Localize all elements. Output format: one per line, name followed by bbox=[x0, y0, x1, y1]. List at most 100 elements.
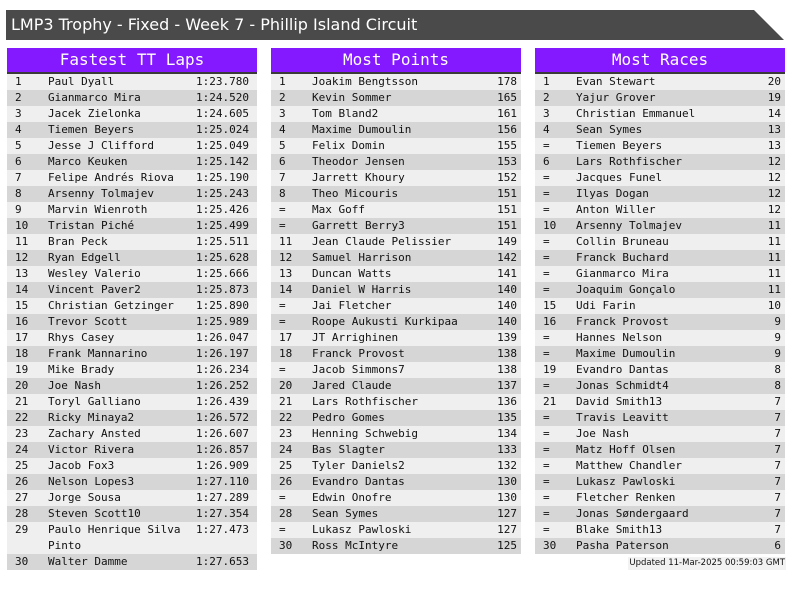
name-cell: Daniel W Harris bbox=[312, 283, 412, 296]
value-cell: 139 bbox=[497, 331, 517, 344]
value-cell: 12 bbox=[767, 203, 781, 216]
rank-cell: 24 bbox=[15, 443, 29, 456]
name-cell: Gianmarco Mira bbox=[48, 91, 141, 104]
value-cell: 140 bbox=[497, 283, 517, 296]
rank-cell: = bbox=[543, 267, 550, 280]
name-cell: Joe Nash bbox=[48, 379, 101, 392]
rank-cell: 17 bbox=[15, 331, 29, 344]
table-row: 15 Christian Getzinger 1:25.890 bbox=[7, 298, 257, 314]
value-cell: 11 bbox=[767, 251, 781, 264]
table-row: = Collin Bruneau 11 bbox=[535, 234, 785, 250]
rank-cell: 11 bbox=[15, 235, 29, 248]
value-cell: 142 bbox=[497, 251, 517, 264]
rank-cell: = bbox=[543, 171, 550, 184]
value-cell: 1:26.047 bbox=[196, 331, 249, 344]
table-row: 16 Franck Provost 9 bbox=[535, 314, 785, 330]
panel-title: Most Races bbox=[535, 48, 785, 74]
value-cell: 140 bbox=[497, 315, 517, 328]
table-row: 2 Yajur Grover 19 bbox=[535, 90, 785, 106]
name-cell: Wesley Valerio bbox=[48, 267, 141, 280]
most-races-panel: Most Races 1 Evan Stewart 20 2 Yajur Grover 1… bbox=[535, 48, 785, 554]
table-row: = Gianmarco Mira 11 bbox=[535, 266, 785, 282]
rank-cell: 28 bbox=[279, 507, 293, 520]
value-cell: 1:26.607 bbox=[196, 427, 249, 440]
name-cell: Bran Peck bbox=[48, 235, 108, 248]
name-cell: Joaquim Gonçalo bbox=[576, 283, 676, 296]
value-cell: 9 bbox=[774, 331, 781, 344]
rank-cell: 15 bbox=[543, 299, 557, 312]
table-row: = Franck Buchard 11 bbox=[535, 250, 785, 266]
value-cell: 1:23.780 bbox=[196, 75, 249, 88]
value-cell: 140 bbox=[497, 299, 517, 312]
rank-cell: 20 bbox=[279, 379, 293, 392]
value-cell: 1:26.857 bbox=[196, 443, 249, 456]
value-cell: 19 bbox=[767, 91, 781, 104]
name-cell: Matz Hoff Olsen bbox=[576, 443, 676, 456]
table-row: 21 Lars Rothfischer 136 bbox=[271, 394, 521, 410]
name-cell: Frank Mannarino bbox=[48, 347, 148, 360]
name-cell: Vincent Paver2 bbox=[48, 283, 141, 296]
value-cell: 151 bbox=[497, 187, 517, 200]
name-cell: Collin Bruneau bbox=[576, 235, 669, 248]
rank-cell: = bbox=[543, 187, 550, 200]
value-cell: 12 bbox=[767, 155, 781, 168]
value-cell: 1:26.197 bbox=[196, 347, 249, 360]
name-cell: Sean Symes bbox=[576, 123, 643, 136]
name-cell: Samuel Harrison bbox=[312, 251, 412, 264]
table-row: 12 Ryan Edgell 1:25.628 bbox=[7, 250, 257, 266]
table-row: 2 Gianmarco Mira 1:24.520 bbox=[7, 90, 257, 106]
table-row: 5 Felix Domin 155 bbox=[271, 138, 521, 154]
value-cell: 136 bbox=[497, 395, 517, 408]
rank-cell: 27 bbox=[15, 491, 29, 504]
value-cell: 13 bbox=[767, 139, 781, 152]
panel-title: Most Points bbox=[271, 48, 521, 74]
name-cell: Tristan Piché bbox=[48, 219, 135, 232]
name-cell: Jarrett Khoury bbox=[312, 171, 405, 184]
value-cell: 1:26.439 bbox=[196, 395, 249, 408]
value-cell: 1:25.024 bbox=[196, 123, 249, 136]
rank-cell: 28 bbox=[15, 507, 29, 520]
value-cell: 11 bbox=[767, 283, 781, 296]
value-cell: 1:26.234 bbox=[196, 363, 249, 376]
value-cell: 1:25.499 bbox=[196, 219, 249, 232]
rank-cell: = bbox=[543, 347, 550, 360]
rank-cell: = bbox=[279, 523, 286, 536]
table-row: = Jonas Søndergaard 7 bbox=[535, 506, 785, 522]
table-row: 6 Lars Rothfischer 12 bbox=[535, 154, 785, 170]
value-cell: 1:25.666 bbox=[196, 267, 249, 280]
rank-cell: 16 bbox=[15, 315, 29, 328]
rank-cell: 24 bbox=[279, 443, 293, 456]
name-cell: Nelson Lopes3 bbox=[48, 475, 135, 488]
value-cell: 7 bbox=[774, 459, 781, 472]
rank-cell: 15 bbox=[15, 299, 29, 312]
value-cell: 12 bbox=[767, 187, 781, 200]
table-row: 20 Jared Claude 137 bbox=[271, 378, 521, 394]
rank-cell: 11 bbox=[279, 235, 293, 248]
rank-cell: 23 bbox=[15, 427, 29, 440]
rank-cell: = bbox=[543, 443, 550, 456]
rank-cell: 5 bbox=[15, 139, 22, 152]
rank-cell: 1 bbox=[279, 75, 286, 88]
value-cell: 7 bbox=[774, 411, 781, 424]
value-cell: 125 bbox=[497, 539, 517, 552]
name-cell: Roope Aukusti Kurkipaa bbox=[312, 315, 458, 328]
value-cell: 1:25.426 bbox=[196, 203, 249, 216]
name-cell: Victor Rivera bbox=[48, 443, 135, 456]
value-cell: 156 bbox=[497, 123, 517, 136]
name-cell: Jacek Zielonka bbox=[48, 107, 141, 120]
name-cell: Yajur Grover bbox=[576, 91, 656, 104]
table-row: 3 Christian Emmanuel 14 bbox=[535, 106, 785, 122]
table-row: = Matthew Chandler 7 bbox=[535, 458, 785, 474]
value-cell: 1:27.354 bbox=[196, 507, 249, 520]
value-cell: 151 bbox=[497, 203, 517, 216]
rank-cell: = bbox=[279, 219, 286, 232]
value-cell: 134 bbox=[497, 427, 517, 440]
table-row: 1 Joakim Bengtsson 178 bbox=[271, 74, 521, 90]
rank-cell: 10 bbox=[543, 219, 557, 232]
table-row: 10 Arsenny Tolmajev 11 bbox=[535, 218, 785, 234]
rank-cell: 19 bbox=[15, 363, 29, 376]
rank-cell: 8 bbox=[279, 187, 286, 200]
value-cell: 1:25.873 bbox=[196, 283, 249, 296]
fastest-tt-laps-panel: Fastest TT Laps 1 Paul Dyall 1:23.780 2 Gian… bbox=[7, 48, 257, 570]
table-row: 26 Nelson Lopes3 1:27.110 bbox=[7, 474, 257, 490]
